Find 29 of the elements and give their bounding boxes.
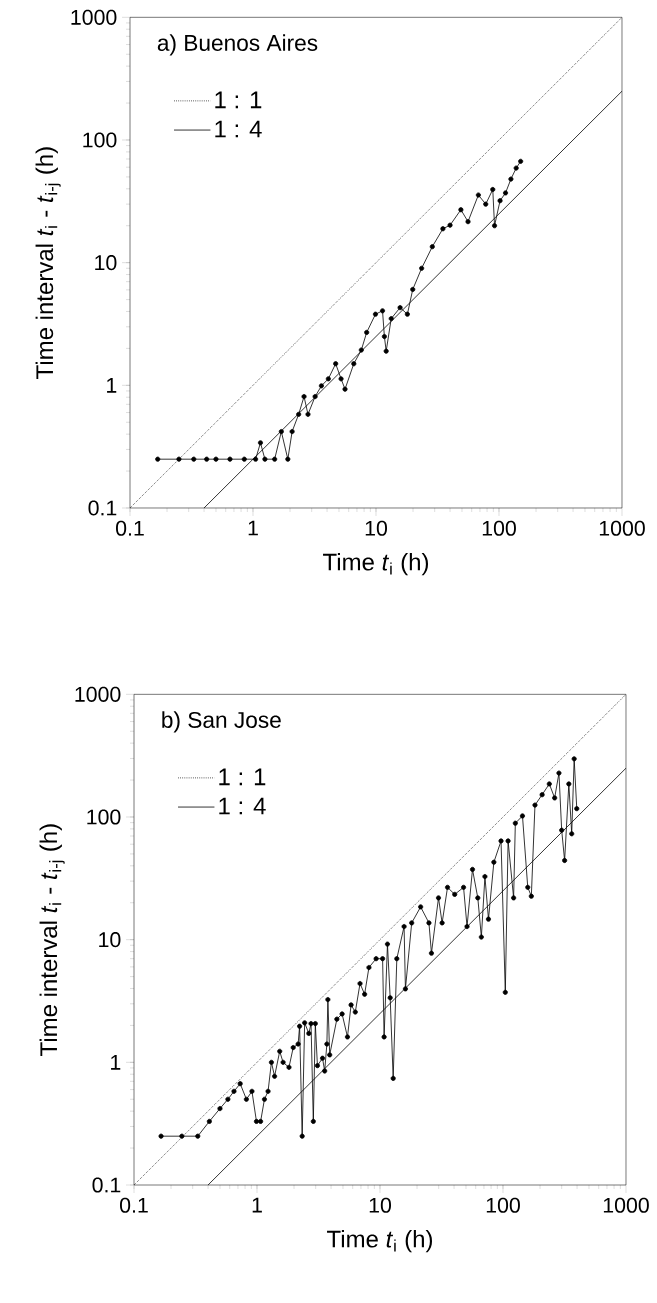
y-axis-title: Time interval t$_{i}$ - t$_{i-j}$ (h) (35, 147, 61, 379)
legend-label: 1 : 4 (219, 797, 266, 815)
legend-label: 1 : 4 (215, 120, 262, 138)
x-tick-label: 0.1 (120, 1197, 148, 1213)
y-tick-label: 10 (99, 932, 121, 948)
legend-label: 1 : 1 (215, 91, 262, 109)
text: b) San Jose (162, 711, 281, 733)
x-tick-label: 1000 (599, 520, 645, 536)
x-axis-title: Time t$_{i}$ (h) (327, 1229, 433, 1253)
y-tick-label: 1000 (71, 9, 117, 25)
legend-label: 1 : 1 (219, 768, 266, 786)
x-axis-title: Time t$_{i}$ (h) (323, 552, 429, 576)
y-tick-label: 1 (111, 1054, 121, 1070)
x-tick-label: 100 (482, 520, 516, 536)
text: a) Buenos Aires (157, 34, 318, 56)
x-tick-label: 1 (252, 1197, 262, 1213)
y-tick-label: 10 (95, 255, 117, 271)
x-tick-label: 100 (486, 1197, 520, 1213)
x-tick-label: 10 (369, 1197, 392, 1213)
y-tick-label: 0.1 (88, 500, 117, 516)
y-axis-title: Time interval t$_{i}$ - t$_{i-j}$ (h) (39, 824, 65, 1056)
y-tick-label: 1 (107, 377, 117, 393)
x-tick-label: 10 (365, 520, 388, 536)
y-tick-label: 1000 (75, 686, 121, 702)
y-tick-label: 0.1 (92, 1177, 121, 1193)
y-tick-label: 100 (87, 809, 121, 825)
x-tick-label: 1000 (603, 1197, 649, 1213)
y-tick-label: 100 (83, 132, 117, 148)
x-tick-label: 1 (248, 520, 258, 536)
